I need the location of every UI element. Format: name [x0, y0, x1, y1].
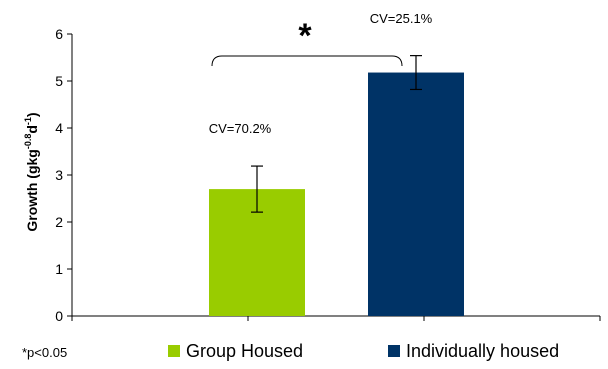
footnote: *p<0.05 — [22, 345, 67, 360]
legend: Group Housed Individually housed — [168, 341, 559, 361]
cv-label-individually-housed: CV=25.1% — [370, 11, 433, 26]
y-tick-label: 2 — [55, 214, 63, 230]
significance-star: * — [298, 17, 312, 55]
y-tick-label: 1 — [55, 261, 63, 277]
y-tick-label: 4 — [55, 120, 63, 136]
x-axis — [71, 315, 601, 321]
bar-individually-housed — [368, 72, 464, 316]
y-tick-label: 3 — [55, 167, 63, 183]
bars — [209, 72, 464, 316]
y-tick-label: 5 — [55, 73, 63, 89]
legend-swatch-individually-housed — [388, 345, 400, 357]
y-axis-label: Growth (gkg-0.8d-1) — [23, 112, 40, 231]
error-bars — [251, 55, 422, 213]
y-axis: 0 1 2 3 4 5 6 — [55, 26, 73, 324]
legend-swatch-group-housed — [168, 345, 180, 357]
legend-label-group-housed: Group Housed — [186, 341, 303, 361]
significance-bracket — [211, 55, 403, 67]
y-tick-label: 0 — [55, 308, 63, 324]
legend-label-individually-housed: Individually housed — [406, 341, 559, 361]
y-tick-label: 6 — [55, 26, 63, 42]
cv-label-group-housed: CV=70.2% — [209, 121, 272, 136]
